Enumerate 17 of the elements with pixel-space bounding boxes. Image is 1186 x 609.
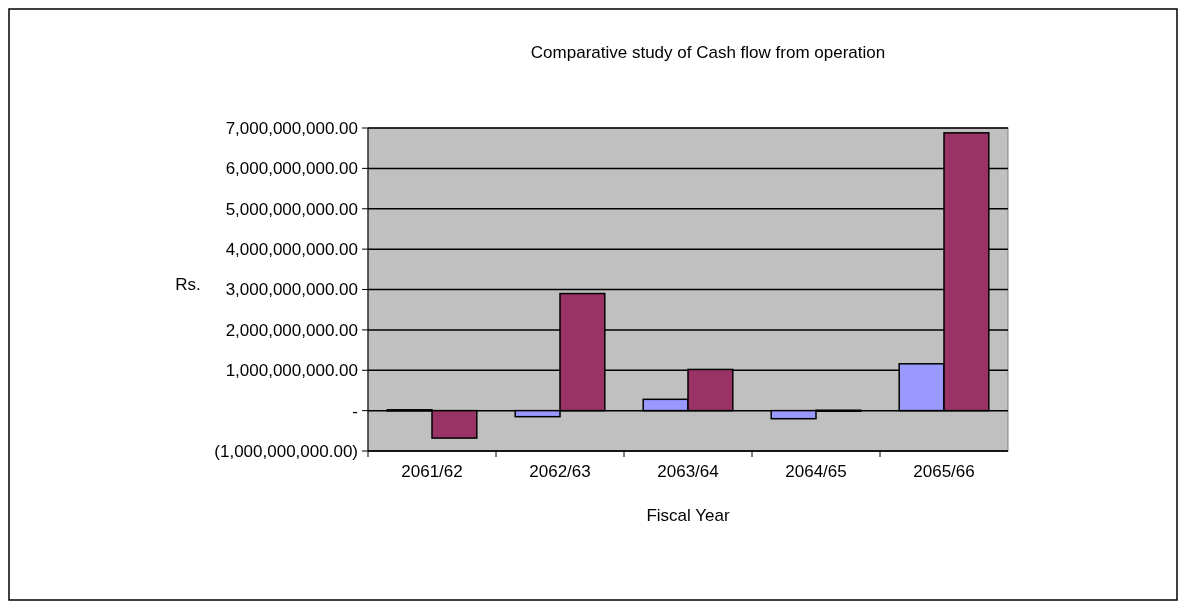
y-tick-label: 4,000,000,000.00 [225,240,358,260]
y-tick-label: 5,000,000,000.00 [225,199,358,219]
y-tick-label: 1,000,000,000.00 [225,361,358,381]
x-axis-title: Fiscal Year [646,506,730,525]
x-tick-label: 2063/64 [657,462,719,481]
x-tick-label: 2062/63 [529,462,591,481]
y-tick-label: 6,000,000,000.00 [225,159,358,179]
chart-title: Comparative study of Cash flow from operation [530,43,886,62]
x-tick-label: 2061/62 [401,462,463,481]
y-tick-label: - [352,401,358,421]
x-tick-label: 2065/66 [913,462,975,481]
y-tick-label: 2,000,000,000.00 [225,320,358,340]
y-tick-label: (1,000,000,000.00) [214,441,358,461]
y-tick-label: 7,000,000,000.00 [225,118,358,138]
y-tick-label: 3,000,000,000.00 [225,280,358,300]
x-tick-label: 2064/65 [785,462,847,481]
y-axis-title: Rs. [175,274,201,294]
